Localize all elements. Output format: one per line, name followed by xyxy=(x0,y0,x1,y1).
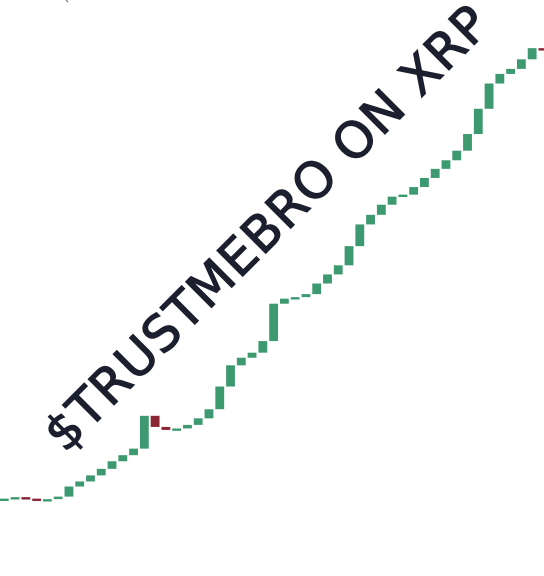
candle-up xyxy=(387,196,397,205)
candle-up xyxy=(484,83,494,109)
candle-up xyxy=(420,177,429,188)
candle-down xyxy=(161,426,171,430)
candle-up xyxy=(42,499,52,502)
candle-down xyxy=(32,498,42,502)
candle-up xyxy=(452,150,462,161)
candle-up xyxy=(139,415,149,449)
candle-up xyxy=(10,497,20,500)
candle-up xyxy=(172,428,182,431)
candle-up xyxy=(183,424,192,429)
candle-up xyxy=(473,108,483,135)
candle-up xyxy=(53,496,63,500)
candle-up xyxy=(236,357,246,366)
candle-up xyxy=(527,48,537,60)
candle-up xyxy=(312,283,322,295)
candle-up xyxy=(506,68,516,74)
candle-down xyxy=(538,48,544,51)
candle-up xyxy=(215,386,225,410)
candle-up xyxy=(441,160,451,169)
candle-up xyxy=(247,352,257,358)
candle-up xyxy=(366,214,375,225)
candle-down xyxy=(150,415,160,427)
stray-mark xyxy=(65,0,69,3)
candle-up xyxy=(301,294,311,298)
candle-up xyxy=(355,224,365,247)
candle-up xyxy=(495,73,505,84)
candle-up xyxy=(323,274,332,284)
candle-up xyxy=(344,246,354,266)
candle-up xyxy=(107,461,117,469)
candle-up xyxy=(279,298,289,304)
candle-up xyxy=(333,265,343,275)
candle-up xyxy=(75,481,85,487)
candle-up xyxy=(96,468,106,476)
candle-up xyxy=(398,194,408,198)
candle-up xyxy=(64,486,74,497)
candle-up xyxy=(516,59,526,69)
candle-up xyxy=(258,341,268,353)
candle-up xyxy=(129,448,138,456)
candle-up xyxy=(193,418,203,425)
candle-up xyxy=(376,204,386,215)
candle-up xyxy=(269,303,279,342)
candle-up xyxy=(0,498,9,502)
candle-up xyxy=(290,297,300,300)
candle-up xyxy=(409,187,419,195)
candles-layer xyxy=(0,48,544,502)
candle-up xyxy=(226,365,235,387)
candle-up xyxy=(86,475,95,482)
candle-up xyxy=(430,168,440,178)
candle-up xyxy=(463,134,472,151)
candle-up xyxy=(118,455,128,462)
candle-down xyxy=(21,497,31,500)
ticker-caption: $TRUSTMEBRO ON XRP xyxy=(33,0,502,462)
candle-up xyxy=(204,409,214,419)
